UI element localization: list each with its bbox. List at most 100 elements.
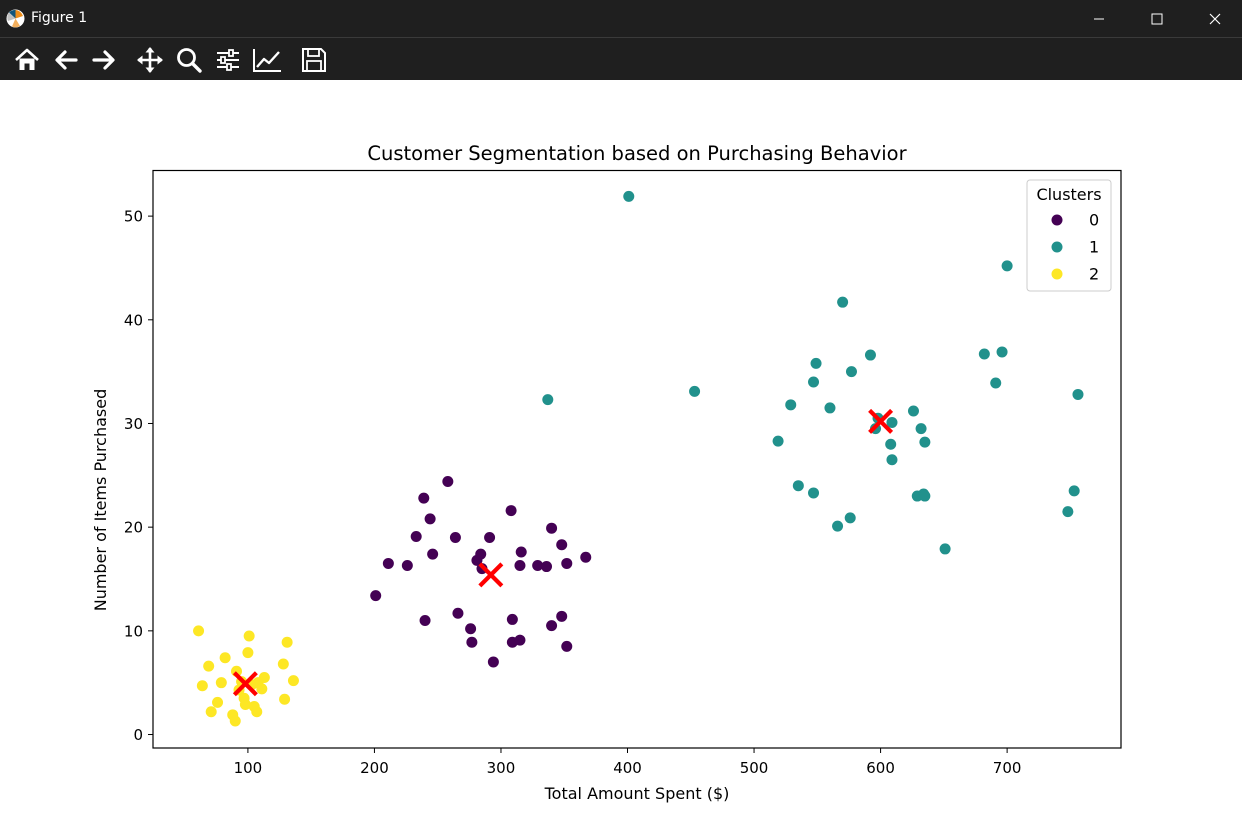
y-axis-label: Number of Items Purchased [91,389,110,612]
axis-ticks: 100 200 300 400 500 600 700 0 10 20 30 40 50 [124,208,1022,777]
home-button[interactable] [10,43,44,77]
edit-axis-button[interactable] [250,43,284,77]
window-titlebar: Figure 1 [0,0,1242,37]
x-tick-label: 300 [487,759,516,777]
maximize-button[interactable] [1128,0,1186,37]
cluster-1-point [990,377,1002,389]
legend: Clusters 0 1 2 [1026,179,1112,292]
save-button[interactable] [297,43,331,77]
centroid-marker-2 [232,671,258,697]
cluster-1-point [1072,388,1084,400]
cluster-1-point [1062,506,1074,518]
cluster-2-point [251,706,263,718]
close-button[interactable] [1186,0,1242,37]
y-tick-label: 30 [124,415,143,433]
cluster-1-point [785,399,797,411]
y-tick-label: 40 [124,311,143,329]
cluster-1-point [1001,260,1013,272]
cluster-1-point [886,416,898,428]
cluster-0-point [449,532,461,544]
legend-label-1: 1 [1089,238,1099,257]
cluster-2-point [243,630,255,642]
cluster-2-point [256,683,268,695]
cluster-0-point [466,636,478,648]
cluster-2-point [203,660,215,672]
forward-button[interactable] [87,43,121,77]
cluster-1-point [886,454,898,466]
save-icon [302,48,326,72]
cluster-0-point [442,476,454,488]
cluster-0-point [556,539,568,551]
cluster-0-point [506,613,518,625]
pan-button[interactable] [133,43,167,77]
cluster-1-point [978,348,990,360]
cluster-1-point [845,366,857,378]
cluster-2-point [215,677,227,689]
cluster-centroids [232,408,894,697]
cluster-2-point [212,696,224,708]
cluster-1-point [772,435,784,447]
zoom-button[interactable] [172,43,206,77]
zoom-icon [177,48,202,73]
cluster-0-point [532,560,544,572]
configure-subplots-button[interactable] [211,43,245,77]
cluster-0-point [541,561,553,573]
legend-marker-1 [1051,241,1063,253]
minimize-button[interactable] [1070,0,1128,37]
cluster-1-point [844,512,856,524]
x-tick-label: 600 [866,759,895,777]
configure-subplots-icon [217,49,239,71]
cluster-0-point [419,614,431,626]
cluster-0-point [514,634,526,646]
chart-title: Customer Segmentation based on Purchasin… [367,142,907,165]
centroid-marker-1 [868,408,894,434]
back-button[interactable] [49,43,83,77]
cluster-2-point [239,698,251,710]
scatter-chart: Customer Segmentation based on Purchasin… [91,142,1122,803]
cluster-2-point [281,636,293,648]
cluster-2-point [242,647,254,659]
pan-icon [137,47,163,73]
x-tick-label: 100 [234,759,263,777]
x-tick-label: 500 [740,759,769,777]
cluster-1-point [689,385,701,397]
y-tick-label: 50 [124,208,143,226]
cluster-2-point [229,715,241,727]
cluster-1-point [1068,485,1080,497]
legend-marker-2 [1051,268,1063,280]
cluster-2-point [193,625,205,637]
window-title: Figure 1 [31,10,88,26]
cluster-1-point [885,438,897,450]
cluster-2-point [205,706,217,718]
y-tick-label: 0 [133,726,143,744]
figure-canvas[interactable]: Customer Segmentation based on Purchasin… [0,80,1242,828]
cluster-0-point [452,607,464,619]
axes-frame [152,169,1122,749]
x-axis-label: Total Amount Spent ($) [544,784,730,803]
cluster-2-point [196,680,208,692]
legend-box [1026,179,1112,292]
cluster-0-point [410,530,422,542]
cluster-0-point [580,551,592,563]
cluster-0-point [424,513,436,525]
y-tick-label: 10 [124,622,143,640]
cluster-0-point [515,546,527,558]
cluster-1-point [808,376,820,388]
cluster-2-point [287,675,299,687]
cluster-1-point [808,487,820,499]
cluster-1-point [792,480,804,492]
cluster-0-point [487,656,499,668]
cluster-0-point [401,560,413,572]
cluster-0-point [370,590,382,602]
cluster-1-point [907,405,919,417]
cluster-1-point [939,543,951,555]
cluster-1-point [996,346,1008,358]
cluster-1-point [919,436,931,448]
y-tick-label: 20 [124,519,143,537]
cluster-1-point [864,349,876,361]
cluster-1-point [832,520,844,532]
close-icon [1209,13,1221,24]
cluster-1-point [810,357,822,369]
legend-marker-0 [1051,214,1063,226]
cluster-0-point [556,610,568,622]
